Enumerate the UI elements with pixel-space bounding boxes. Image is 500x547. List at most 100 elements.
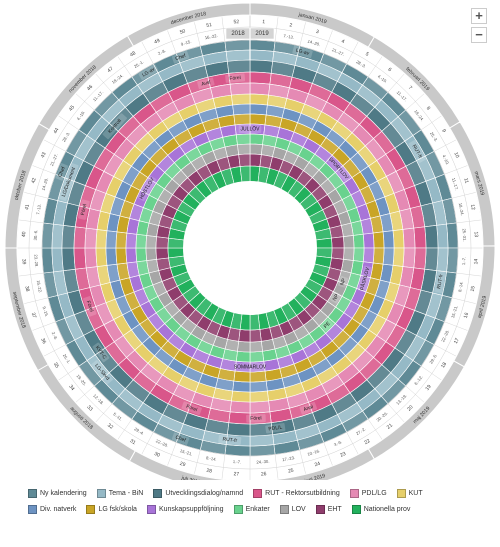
week-number[interactable]: 8 [425, 106, 432, 112]
activity-item[interactable]: Chef [171, 432, 190, 446]
week-number[interactable]: 1 [262, 19, 265, 25]
ring-segment[interactable] [145, 235, 158, 249]
ring-segment[interactable] [362, 247, 375, 264]
week-number[interactable]: 39 [20, 259, 26, 265]
week-number[interactable]: 44 [52, 127, 60, 135]
month-segment[interactable] [126, 2, 251, 47]
week-number[interactable]: 20 [406, 404, 414, 412]
week-number[interactable]: 12 [469, 204, 476, 211]
week-number[interactable]: 25 [288, 468, 295, 475]
ring-segment[interactable] [231, 93, 251, 106]
ring-segment[interactable] [238, 329, 251, 343]
ring-segment[interactable] [331, 236, 345, 249]
ring-segment[interactable] [249, 380, 268, 393]
ring-segment[interactable] [249, 103, 268, 116]
week-number[interactable]: 22 [363, 438, 371, 446]
ring-segment[interactable] [237, 143, 251, 156]
week-number[interactable]: 24 [314, 461, 321, 468]
zoom-out-button[interactable]: − [471, 27, 487, 43]
ring-segment[interactable] [51, 223, 64, 249]
activity-item[interactable]: Avsl [197, 77, 215, 90]
legend-item[interactable]: EHT [315, 505, 342, 514]
week-number[interactable]: 7 [407, 85, 413, 91]
ring-segment[interactable] [105, 247, 118, 266]
ring-segment[interactable] [446, 222, 459, 249]
legend-item[interactable]: KUT [396, 489, 423, 498]
ring-segment[interactable] [135, 247, 148, 263]
activity-item[interactable]: Förel [77, 199, 90, 220]
ring-segment[interactable] [95, 247, 108, 267]
ring-segment[interactable] [145, 247, 158, 261]
ring-segment[interactable] [331, 247, 345, 260]
activity-item[interactable]: Förel [82, 296, 97, 317]
week-number[interactable]: 51 [206, 22, 213, 29]
activity-item[interactable]: PDL/L [265, 423, 286, 434]
ring-segment[interactable] [392, 229, 405, 249]
ring-segment[interactable] [424, 247, 439, 271]
week-number[interactable]: 16 [463, 312, 470, 319]
week-number[interactable]: 3 [315, 29, 320, 36]
ring-segment[interactable] [249, 49, 275, 62]
ring-segment[interactable] [95, 229, 108, 249]
legend-item[interactable]: Utvecklingsdialog/namnd [153, 489, 243, 498]
ring-segment[interactable] [249, 59, 273, 74]
week-number[interactable]: 17 [453, 337, 461, 345]
ring-segment[interactable] [61, 225, 76, 249]
week-number[interactable]: 27 [233, 471, 239, 477]
activity-item[interactable]: RUT-fr [218, 434, 242, 446]
ring-segment[interactable] [224, 39, 251, 52]
week-number[interactable]: 10 [452, 151, 460, 159]
week-number[interactable]: 6 [387, 67, 393, 74]
ring-segment[interactable] [424, 225, 439, 249]
week-number[interactable]: 5 [364, 51, 370, 58]
ring-segment[interactable] [249, 39, 276, 52]
week-number[interactable]: 15 [470, 285, 477, 292]
ring-segment[interactable] [239, 165, 251, 183]
ring-segment[interactable] [372, 231, 385, 249]
ring-segment[interactable] [125, 247, 138, 264]
ring-segment[interactable] [235, 133, 251, 146]
year-wheel[interactable]: 131.-6.27.-13.314.-20.421.-27.528.-3.64.… [0, 0, 500, 480]
legend-item[interactable]: Nationella prov [351, 505, 410, 514]
month-segment[interactable] [254, 448, 376, 480]
ring-segment[interactable] [342, 235, 355, 249]
ring-segment[interactable] [249, 153, 262, 167]
ring-segment[interactable] [413, 226, 427, 249]
activity-item[interactable]: JULLÖV [238, 125, 262, 133]
week-number[interactable]: 42 [30, 177, 37, 184]
week-number[interactable]: 21 [386, 422, 394, 430]
week-number[interactable]: 36 [39, 337, 47, 345]
activity-item[interactable]: Förel [246, 414, 266, 423]
week-number[interactable]: 41 [24, 204, 31, 211]
week-number[interactable]: 33 [86, 404, 94, 412]
legend-item[interactable]: Div. natverk [28, 505, 76, 514]
week-number[interactable]: 37 [30, 312, 37, 319]
week-number[interactable]: 30 [153, 451, 161, 459]
ring-segment[interactable] [413, 247, 427, 270]
legend-item[interactable]: RUT - Rektorsutbildning [253, 489, 340, 498]
week-number[interactable]: 23 [339, 451, 347, 459]
ring-segment[interactable] [372, 247, 385, 265]
ring-segment[interactable] [402, 227, 416, 249]
ring-segment[interactable] [382, 230, 395, 249]
activity-item[interactable]: LG-av [292, 45, 313, 59]
ring-segment[interactable] [362, 232, 375, 249]
ring-segment[interactable] [233, 113, 251, 126]
ring-segment[interactable] [84, 227, 98, 249]
week-number[interactable]: 14 [473, 259, 479, 265]
week-number[interactable]: 38 [23, 286, 30, 293]
activity-item[interactable]: Anal [299, 401, 318, 415]
ring-segment[interactable] [392, 247, 405, 267]
ring-segment[interactable] [115, 231, 128, 249]
ring-segment[interactable] [155, 236, 169, 249]
ring-segment[interactable] [249, 434, 275, 447]
week-number[interactable]: 40 [21, 231, 27, 237]
week-number[interactable]: 50 [179, 28, 186, 35]
ring-segment[interactable] [249, 143, 263, 156]
activity-item[interactable]: Förel [225, 73, 246, 83]
legend-item[interactable]: Enkater [233, 505, 270, 514]
ring-segment[interactable] [135, 233, 148, 249]
ring-segment[interactable] [73, 247, 87, 270]
ring-segment[interactable] [315, 237, 333, 249]
ring-segment[interactable] [231, 390, 251, 403]
